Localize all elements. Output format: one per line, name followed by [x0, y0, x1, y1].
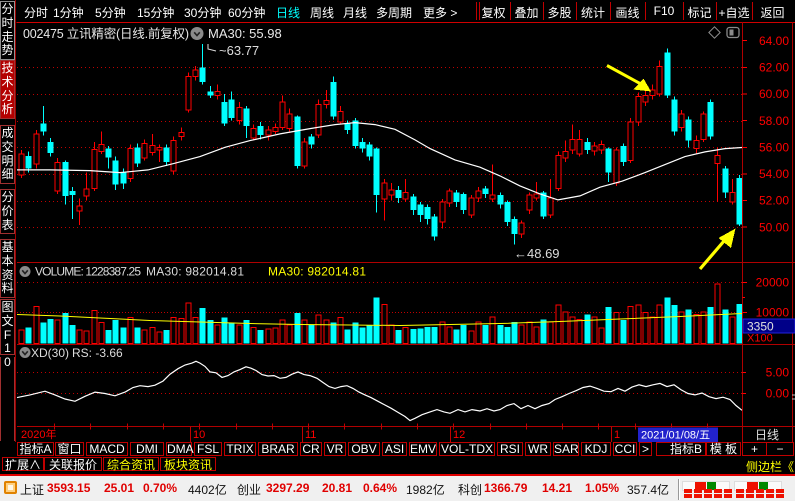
svg-text:3350: 3350	[747, 320, 774, 334]
svg-text:0.00: 0.00	[766, 387, 790, 401]
svg-text:X100: X100	[747, 333, 773, 345]
svg-text:2020年: 2020年	[21, 427, 56, 441]
svg-text:58.00: 58.00	[759, 114, 789, 128]
svg-text:←48.69: ←48.69	[514, 246, 560, 261]
svg-text:12: 12	[453, 429, 465, 441]
svg-text:MA30: 982014.81: MA30: 982014.81	[268, 265, 366, 279]
svg-text:~63.77: ~63.77	[219, 43, 259, 58]
svg-text:50.00: 50.00	[759, 220, 789, 234]
svg-text:62.00: 62.00	[759, 61, 789, 75]
svg-text:52.00: 52.00	[759, 194, 789, 208]
svg-text:60.00: 60.00	[759, 87, 789, 101]
svg-text:XD(30): XD(30)	[31, 346, 69, 360]
svg-text:20000: 20000	[756, 276, 790, 290]
svg-text:10: 10	[193, 429, 205, 441]
svg-text:64.00: 64.00	[759, 34, 789, 48]
svg-text:1: 1	[614, 429, 620, 441]
svg-text:56.00: 56.00	[759, 141, 789, 155]
svg-text:002475 立讯精密(日线.前复权): 002475 立讯精密(日线.前复权)	[23, 26, 189, 41]
svg-text:日线: 日线	[755, 428, 779, 442]
svg-text:10000: 10000	[756, 306, 790, 320]
svg-text:MA30: 982014.81: MA30: 982014.81	[146, 265, 244, 279]
svg-text:VOLUME: 1228387.25: VOLUME: 1228387.25	[35, 265, 141, 279]
svg-text:5.00: 5.00	[766, 366, 790, 380]
svg-text:MA30: 55.98: MA30: 55.98	[208, 26, 282, 41]
svg-text:54.00: 54.00	[759, 167, 789, 181]
svg-text:RS: -3.66: RS: -3.66	[72, 346, 123, 360]
svg-text:2021/01/08/五: 2021/01/08/五	[641, 430, 710, 442]
svg-text:11: 11	[305, 429, 316, 441]
